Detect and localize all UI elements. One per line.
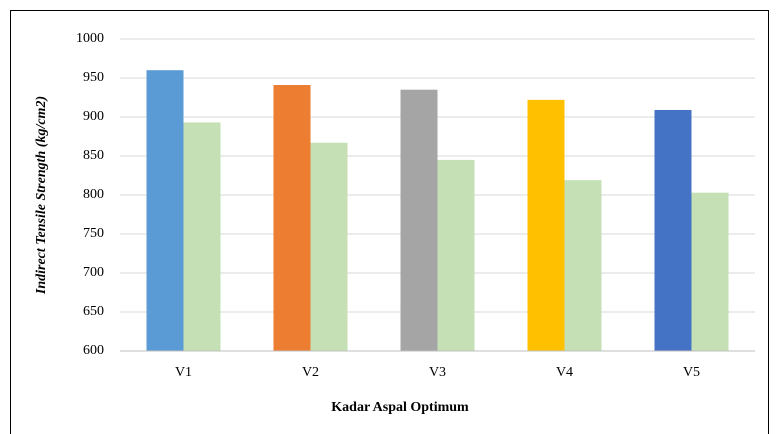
y-tick-label: 850 (83, 148, 104, 163)
bar (527, 99, 565, 351)
x-tick-label: V1 (175, 365, 192, 380)
x-tick-label: V3 (429, 365, 446, 380)
y-tick-label: 600 (83, 343, 104, 358)
bar (146, 70, 184, 351)
x-tick-label: V4 (556, 365, 573, 380)
y-tick-label: 800 (83, 187, 104, 202)
y-tick-label: 900 (83, 109, 104, 124)
bar (437, 159, 475, 351)
y-tick-label: 650 (83, 304, 104, 319)
y-tick-label: 950 (83, 70, 104, 85)
bar (564, 180, 602, 351)
chart-frame (10, 10, 769, 434)
bar (654, 109, 692, 351)
bar (400, 89, 438, 351)
x-axis-title: Kadar Aspal Optimum (331, 400, 469, 415)
bar (310, 142, 348, 351)
y-tick-label: 700 (83, 265, 104, 280)
y-tick-label: 1000 (76, 31, 104, 46)
bar (273, 85, 311, 352)
bar (183, 122, 221, 352)
bar (691, 192, 729, 351)
y-tick-label: 750 (83, 226, 104, 241)
x-tick-label: V2 (302, 365, 319, 380)
y-axis-title: Indirect Tensile Strength (kg/cm2) (34, 96, 49, 295)
x-tick-label: V5 (683, 365, 700, 380)
